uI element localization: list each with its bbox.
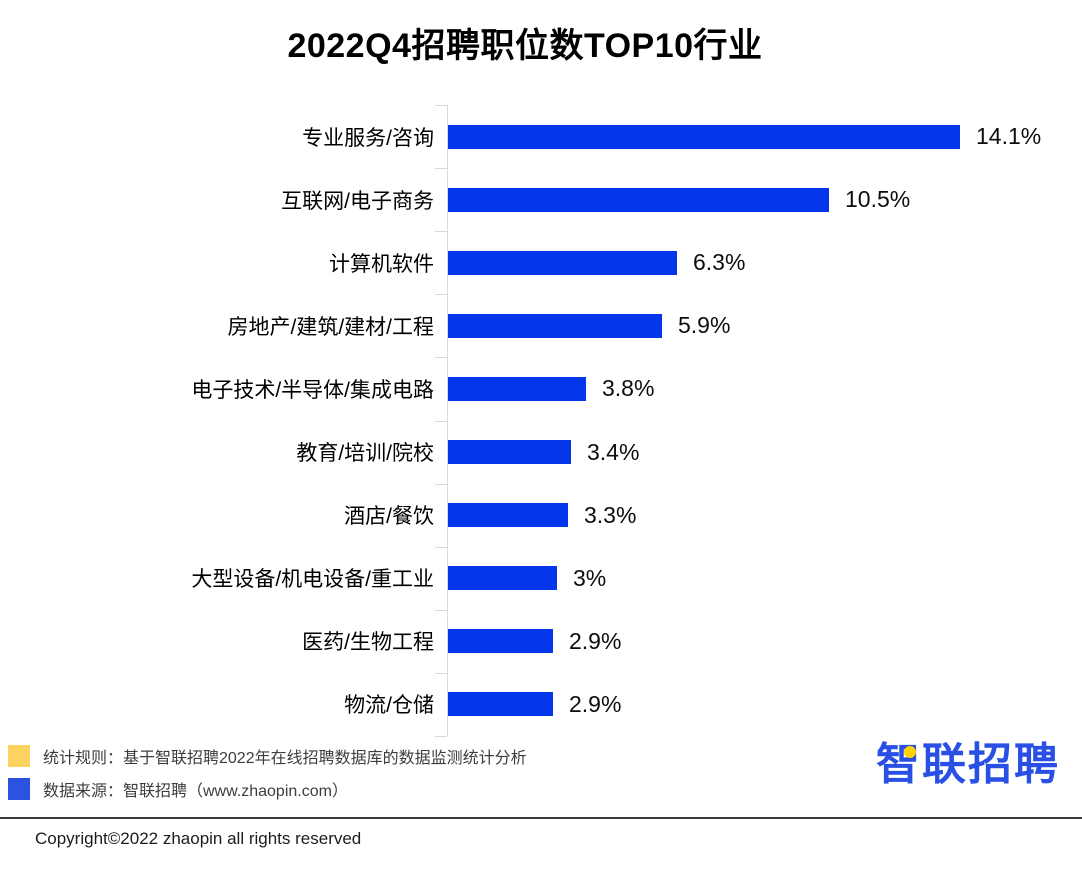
value-label: 3.3% [584,501,637,528]
value-label: 3% [573,564,607,591]
bar-rows: 专业服务/咨询 14.1% 互联网/电子商务 10.5% 计算机软件 6.3% … [0,105,1082,736]
bar [448,692,553,717]
category-axis-line [447,105,448,736]
bar-row: 教育/培训/院校 3.4% [0,420,1082,483]
bar [448,187,829,212]
logo-ring-icon [904,746,916,758]
bar-row: 互联网/电子商务 10.5% [0,168,1082,231]
value-label: 3.8% [602,375,655,402]
bar-row: 房地产/建筑/建材/工程 5.9% [0,294,1082,357]
bar [448,629,553,654]
category-label: 计算机软件 [329,252,434,276]
value-label: 2.9% [569,690,622,717]
footnote-swatch-icon [8,778,30,800]
axis-tick [435,105,447,106]
logo-text: 智联招聘 [876,740,1060,789]
bar-row: 专业服务/咨询 14.1% [0,105,1082,168]
category-label: 互联网/电子商务 [281,189,434,213]
footnote-swatch-icon [8,745,30,767]
zhaopin-brand-logo: 智联招聘 [876,740,1060,792]
value-label: 5.9% [678,312,731,339]
bar-row: 大型设备/机电设备/重工业 3% [0,547,1082,610]
category-label: 专业服务/咨询 [302,126,434,150]
chart-title: 2022Q4招聘职位数TOP10行业 [287,27,763,65]
bar [448,250,677,275]
bar-row: 电子技术/半导体/集成电路 3.8% [0,357,1082,420]
bar-row: 酒店/餐饮 3.3% [0,484,1082,547]
value-label: 10.5% [845,186,911,213]
category-label: 电子技术/半导体/集成电路 [191,378,434,402]
bar [448,124,960,149]
axis-tick [435,294,447,295]
category-label: 物流/仓储 [344,694,434,718]
axis-tick [435,610,447,611]
value-label: 6.3% [693,249,746,276]
value-label: 2.9% [569,627,622,654]
bar-row: 医药/生物工程 2.9% [0,610,1082,673]
footnote-text: 统计规则：基于智联招聘2022年在线招聘数据库的数据监测统计分析 [43,750,527,767]
category-label: 大型设备/机电设备/重工业 [191,568,434,592]
category-label: 酒店/餐饮 [344,505,434,529]
bar [448,566,557,591]
axis-tick [435,547,447,548]
footnote-item: 数据来源：智联招聘（www.zhaopin.com） [8,777,527,801]
bar [448,313,662,338]
bar [448,503,568,528]
bar [448,440,571,465]
bar-row: 物流/仓储 2.9% [0,673,1082,736]
value-label: 14.1% [976,123,1042,150]
category-label: 教育/培训/院校 [296,442,434,466]
bar-chart: 专业服务/咨询 14.1% 互联网/电子商务 10.5% 计算机软件 6.3% … [0,105,1082,737]
value-label: 3.4% [587,438,640,465]
axis-tick [435,231,447,232]
axis-tick [435,736,447,737]
axis-tick [435,168,447,169]
axis-tick [435,357,447,358]
axis-tick [435,673,447,674]
category-label: 房地产/建筑/建材/工程 [227,315,434,339]
footnote-text: 数据来源：智联招聘（www.zhaopin.com） [43,783,348,800]
axis-tick [435,484,447,485]
bar-row: 计算机软件 6.3% [0,231,1082,294]
copyright-divider [0,817,1082,819]
category-label: 医药/生物工程 [302,631,434,655]
bar [448,376,586,401]
copyright-text: Copyright©2022 zhaopin all rights reserv… [35,829,362,848]
footnote-item: 统计规则：基于智联招聘2022年在线招聘数据库的数据监测统计分析 [8,744,527,768]
footnotes: 统计规则：基于智联招聘2022年在线招聘数据库的数据监测统计分析 数据来源：智联… [8,744,527,810]
axis-tick [435,421,447,422]
